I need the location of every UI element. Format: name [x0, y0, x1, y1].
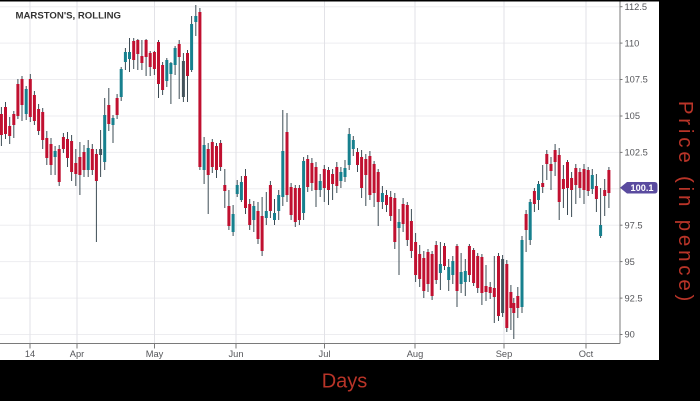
svg-text:MARSTON'S, ROLLING: MARSTON'S, ROLLING	[16, 10, 122, 21]
svg-text:May: May	[146, 349, 164, 359]
svg-text:Sep: Sep	[496, 349, 513, 359]
svg-text:100.1: 100.1	[631, 183, 654, 193]
svg-text:Aug: Aug	[407, 349, 424, 359]
svg-text:97.5: 97.5	[625, 220, 643, 230]
svg-text:Oct: Oct	[579, 349, 594, 359]
svg-text:112.5: 112.5	[625, 2, 648, 12]
svg-text:105: 105	[625, 111, 641, 121]
svg-text:Apr: Apr	[70, 349, 84, 359]
svg-text:95: 95	[625, 257, 635, 267]
svg-text:90: 90	[625, 330, 635, 340]
svg-text:Price (in pence): Price (in pence)	[674, 101, 697, 305]
svg-text:92.5: 92.5	[625, 293, 643, 303]
svg-text:Jul: Jul	[319, 349, 331, 359]
svg-text:Jun: Jun	[229, 349, 244, 359]
svg-text:102.5: 102.5	[625, 148, 648, 158]
svg-text:107.5: 107.5	[625, 75, 648, 85]
svg-text:110: 110	[625, 38, 640, 48]
svg-text:14: 14	[25, 349, 35, 359]
svg-text:Days: Days	[322, 371, 368, 393]
